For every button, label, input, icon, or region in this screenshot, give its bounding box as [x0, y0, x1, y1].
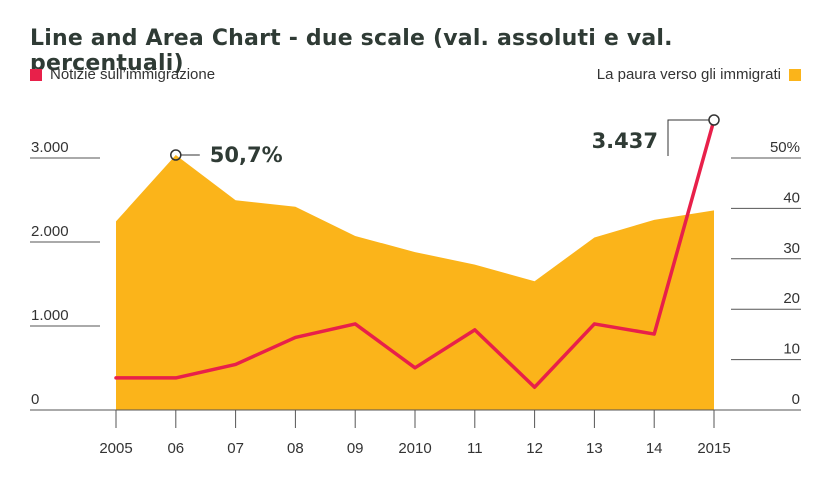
legend-left: Notizie sull’immigrazione — [30, 66, 215, 83]
legend-right: La paura verso gli immigrati — [597, 66, 801, 83]
callout-label-news: 3.437 — [592, 129, 658, 153]
right-tick-label: 0 — [792, 391, 800, 408]
left-tick-label: 3.000 — [31, 139, 69, 156]
legend-label-fear: La paura verso gli immigrati — [596, 66, 781, 83]
x-tick-label: 07 — [227, 440, 244, 457]
callout-leader-news — [667, 119, 709, 156]
legend-swatch-fear — [789, 68, 801, 81]
x-tick-label: 11 — [467, 440, 483, 457]
left-tick-label: 0 — [31, 391, 39, 408]
callout-marker-fear — [170, 149, 182, 161]
x-tick-label: 12 — [526, 440, 543, 457]
x-tick-label: 2015 — [697, 440, 730, 457]
x-tick-label: 2005 — [99, 440, 132, 457]
x-tick-label: 13 — [586, 440, 603, 457]
callout-label-fear: 50,7% — [210, 143, 283, 167]
news-line — [114, 118, 716, 389]
left-tick-label: 2.000 — [31, 223, 69, 240]
legend-label-news: Notizie sull’immigrazione — [50, 66, 216, 83]
callout-marker-news — [708, 114, 720, 126]
right-tick-label: 10 — [783, 341, 800, 358]
right-tick-label: 30 — [783, 240, 800, 257]
x-tick-label: 06 — [167, 440, 184, 457]
x-tick-label: 08 — [287, 440, 304, 457]
x-tick-label: 2010 — [398, 440, 431, 457]
chart-title: Line and Area Chart - due scale (val. as… — [30, 26, 673, 76]
x-tick-label: 09 — [347, 440, 364, 457]
right-tick-label: 50% — [770, 139, 800, 156]
left-tick-label: 1.000 — [31, 307, 69, 324]
fear-area — [116, 155, 714, 410]
x-tick-label: 14 — [646, 440, 663, 457]
legend-swatch-news — [30, 68, 42, 81]
right-tick-label: 40 — [783, 189, 800, 206]
right-tick-label: 20 — [783, 290, 800, 307]
